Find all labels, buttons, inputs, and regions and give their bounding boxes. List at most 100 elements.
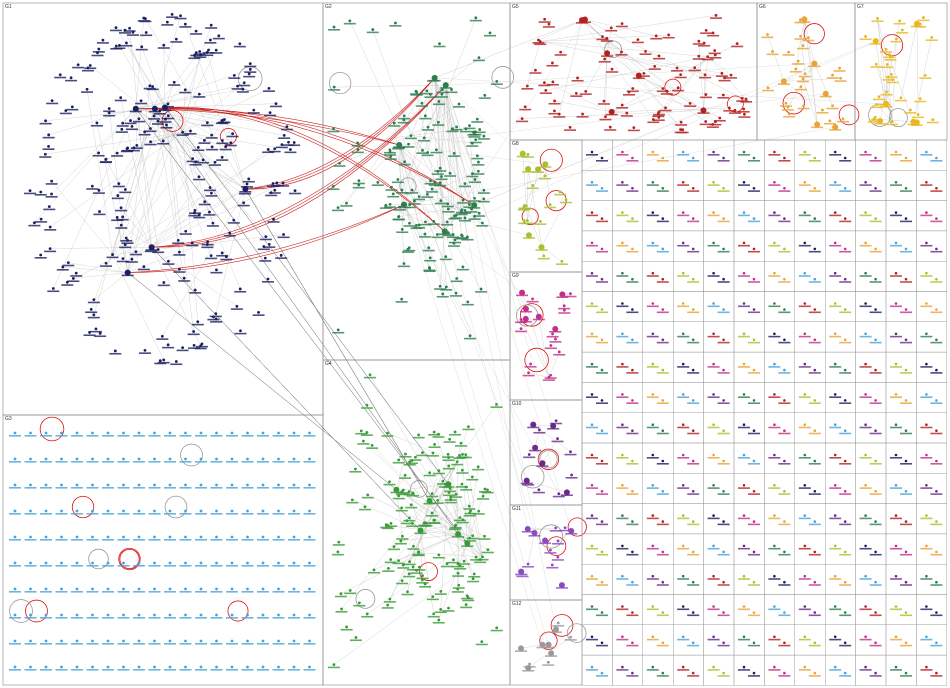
node-label	[829, 129, 842, 131]
node-label	[808, 220, 821, 223]
node-label	[707, 275, 720, 277]
node	[60, 613, 63, 617]
node-label	[397, 121, 410, 124]
node	[712, 332, 715, 336]
node-label	[490, 629, 503, 632]
node-label	[395, 509, 408, 512]
node	[263, 256, 267, 260]
node-label	[708, 52, 721, 55]
node-label	[586, 305, 598, 308]
node-label	[228, 77, 241, 79]
node	[548, 650, 555, 657]
node	[97, 151, 100, 155]
node-label	[109, 29, 122, 32]
node	[729, 73, 733, 77]
node	[833, 484, 837, 487]
node-label	[126, 34, 139, 36]
node-label	[626, 341, 639, 344]
node	[681, 665, 685, 669]
node	[421, 148, 424, 152]
node	[158, 359, 162, 363]
node-label	[839, 553, 852, 556]
node-label	[656, 402, 669, 404]
node-label	[559, 529, 572, 532]
node-label	[798, 214, 811, 217]
node	[552, 325, 559, 332]
node	[197, 175, 201, 179]
node-label	[153, 113, 166, 115]
node	[722, 247, 725, 251]
node	[60, 431, 63, 435]
node-label	[596, 220, 608, 223]
node-label	[39, 122, 52, 125]
node	[292, 639, 296, 643]
node	[432, 612, 436, 616]
node-label	[616, 335, 629, 338]
node	[165, 20, 169, 24]
node-label	[392, 497, 405, 500]
node-label	[490, 83, 503, 85]
node	[468, 124, 471, 128]
node	[261, 665, 265, 669]
node-label	[834, 80, 847, 82]
node-label	[819, 95, 832, 98]
self-loop	[726, 95, 744, 113]
edge	[429, 500, 475, 575]
node	[215, 268, 218, 272]
node	[116, 194, 120, 197]
node-label	[890, 40, 903, 43]
node-label	[564, 129, 577, 131]
node	[535, 166, 542, 173]
node	[153, 483, 156, 487]
node	[894, 605, 898, 608]
node	[132, 105, 139, 112]
node-label	[384, 206, 397, 208]
node-label	[890, 669, 902, 671]
node-label	[677, 608, 690, 611]
node-label	[408, 203, 421, 205]
node	[444, 285, 448, 289]
node-label	[109, 352, 122, 355]
node-label	[257, 591, 269, 593]
node-label	[748, 493, 760, 495]
node	[661, 611, 665, 614]
self-loop	[161, 110, 184, 132]
node	[407, 516, 411, 520]
node	[833, 332, 837, 336]
node-label	[133, 435, 145, 437]
edge	[164, 35, 219, 108]
node-label	[626, 311, 639, 314]
node-label	[210, 435, 223, 437]
node-label	[272, 513, 285, 515]
node	[450, 88, 453, 91]
node	[184, 639, 187, 643]
node-label	[616, 214, 629, 217]
node	[773, 302, 776, 305]
node	[92, 313, 96, 317]
node-label	[436, 483, 449, 485]
node-label	[626, 281, 639, 283]
node	[773, 362, 776, 366]
node-label	[869, 463, 882, 465]
node	[904, 611, 908, 614]
node-label	[202, 52, 215, 54]
node-label	[9, 591, 21, 593]
node-label	[920, 426, 933, 429]
node	[554, 526, 558, 530]
node	[122, 535, 125, 539]
node-label	[455, 237, 468, 239]
node	[787, 112, 791, 116]
node	[196, 146, 200, 149]
node	[600, 550, 604, 554]
node	[744, 97, 748, 101]
edge	[119, 45, 156, 109]
node	[420, 578, 424, 582]
node	[631, 87, 635, 90]
group-label: G10	[512, 401, 522, 407]
node-label	[102, 513, 114, 515]
node	[556, 555, 560, 559]
node-label	[247, 112, 260, 114]
edge	[151, 247, 237, 307]
edge	[888, 77, 893, 122]
nodes	[9, 12, 943, 677]
